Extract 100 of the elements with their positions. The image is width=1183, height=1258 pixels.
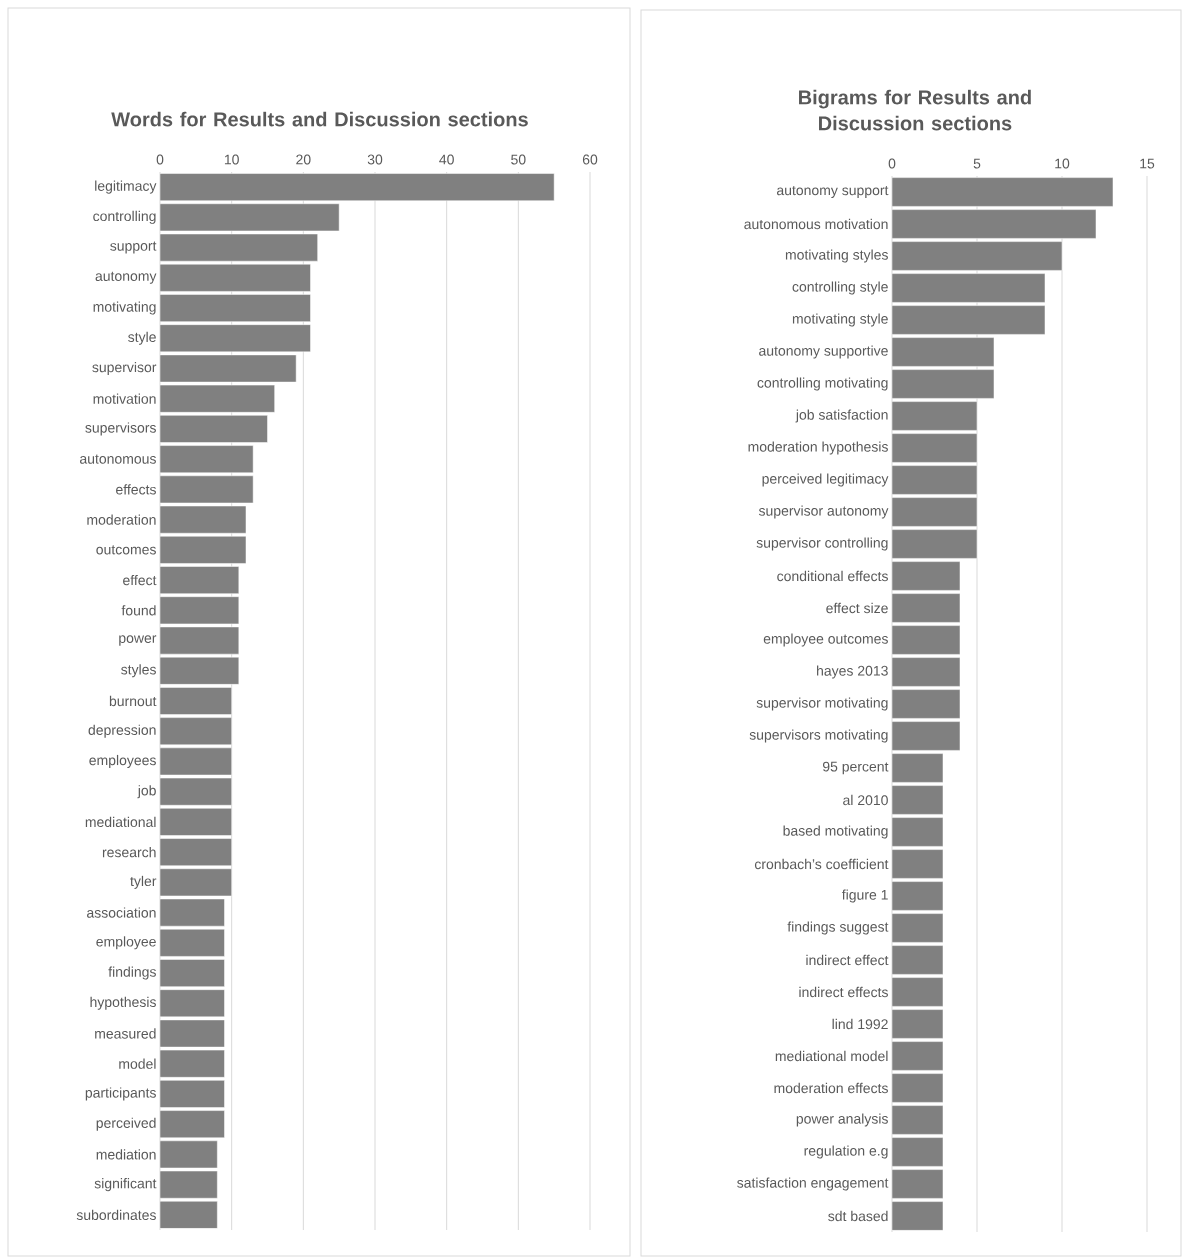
y-tick-label: power analysis: [796, 1113, 888, 1127]
y-tick-label: findings suggest: [787, 921, 889, 935]
y-tick-label: perceived: [96, 1117, 156, 1131]
x-tick-label: 20: [296, 154, 311, 165]
x-tick-label: 40: [439, 154, 454, 165]
bar: [892, 593, 961, 623]
bar: [160, 898, 225, 927]
x-tick-label: 10: [224, 154, 239, 165]
y-tick-label: supervisor controlling: [756, 537, 888, 551]
bar: [160, 566, 240, 594]
bar: [160, 656, 240, 685]
bar: [892, 177, 1113, 207]
bar: [892, 945, 944, 975]
y-tick-label: al 2010: [843, 794, 888, 806]
y-tick-label: burnout: [109, 695, 157, 707]
y-tick-label: outcomes: [96, 545, 156, 555]
bar: [892, 881, 944, 911]
bar: [160, 808, 232, 836]
bar: [160, 173, 555, 201]
y-tick-label: measured: [95, 1028, 156, 1039]
chart-title: Bigrams for Results and Discussion sections: [799, 89, 1031, 131]
y-tick-label: lind 1992: [832, 1018, 888, 1030]
bar: [160, 626, 240, 655]
bar: [160, 233, 318, 262]
y-tick-label: autonomy supportive: [759, 345, 888, 359]
bar: [160, 838, 232, 866]
x-tick-label: 10: [1055, 158, 1070, 169]
bar: [892, 1201, 944, 1231]
bar: [892, 465, 978, 495]
bar: [892, 753, 944, 783]
bar: [892, 721, 961, 751]
bar: [892, 1009, 944, 1039]
x-tick-label: 60: [582, 154, 598, 165]
y-tick-label: subordinates: [76, 1209, 156, 1221]
y-tick-label: support: [110, 241, 157, 254]
y-tick-label: controlling style: [792, 281, 888, 295]
y-tick-label: mediational: [85, 816, 156, 828]
y-tick-label: employee: [96, 936, 156, 950]
y-tick-label: supervisor motivating: [756, 697, 888, 711]
bar: [160, 1080, 225, 1108]
x-tick-label: 0: [156, 154, 164, 165]
bar: [160, 294, 311, 322]
y-tick-label: moderation: [87, 514, 156, 525]
y-tick-label: employee outcomes: [763, 633, 888, 647]
bar: [160, 203, 340, 232]
bar: [892, 625, 961, 655]
y-tick-label: found: [121, 605, 156, 616]
y-tick-label: based motivating: [783, 825, 888, 839]
y-tick-label: significant: [94, 1178, 157, 1192]
bar: [160, 1201, 218, 1229]
y-tick-label: supervisor autonomy: [758, 505, 889, 519]
y-tick-label: hypothesis: [90, 996, 156, 1010]
y-tick-label: power: [119, 635, 157, 646]
bar: [160, 1110, 225, 1139]
y-tick-label: research: [102, 846, 156, 858]
bar: [160, 1140, 218, 1169]
bar: [160, 868, 232, 897]
y-tick-label: hayes 2013: [817, 665, 888, 679]
bar: [892, 209, 1097, 239]
bar: [892, 1169, 944, 1199]
x-tick-label: 30: [367, 154, 383, 165]
bar: [892, 785, 944, 815]
y-tick-label: legitimacy: [95, 180, 157, 194]
y-tick-label: motivating style: [792, 313, 888, 327]
bar: [160, 475, 254, 504]
y-tick-label: association: [87, 907, 156, 918]
y-tick-label: tyler: [130, 875, 157, 889]
y-tick-label: autonomy support: [776, 186, 889, 198]
bar: [160, 445, 254, 474]
bar: [160, 505, 247, 534]
bar: [892, 1137, 944, 1167]
bar: [160, 747, 232, 776]
bar: [892, 1073, 944, 1103]
y-tick-label: findings: [108, 966, 156, 980]
y-tick-label: perceived legitimacy: [762, 473, 889, 487]
bar: [892, 241, 1063, 271]
y-tick-label: job satisfaction: [795, 409, 888, 423]
bar: [160, 324, 311, 353]
y-tick-label: effects: [116, 484, 156, 495]
bar: [160, 1170, 218, 1199]
y-tick-label: motivating: [93, 301, 156, 315]
y-tick-label: effect size: [826, 602, 888, 614]
chart-title: Words for Results and Discussion sections: [111, 111, 528, 127]
bar: [892, 977, 944, 1007]
y-tick-label: effect: [123, 574, 157, 586]
bar: [160, 384, 275, 413]
bar: [160, 989, 225, 1018]
y-tick-label: autonomy: [95, 271, 157, 284]
y-tick-label: style: [128, 331, 156, 345]
x-tick-label: 0: [888, 158, 896, 169]
bar: [892, 337, 995, 367]
y-tick-label: indirect effects: [799, 986, 888, 998]
y-tick-label: sdt based: [828, 1210, 888, 1222]
y-tick-label: autonomous motivation: [744, 218, 888, 230]
y-tick-label: satisfaction engagement: [737, 1177, 889, 1191]
bar: [160, 596, 240, 625]
bar: [892, 1105, 944, 1135]
y-tick-label: employees: [89, 754, 156, 768]
y-tick-label: conditional effects: [777, 570, 888, 582]
y-tick-label: styles: [121, 664, 156, 678]
